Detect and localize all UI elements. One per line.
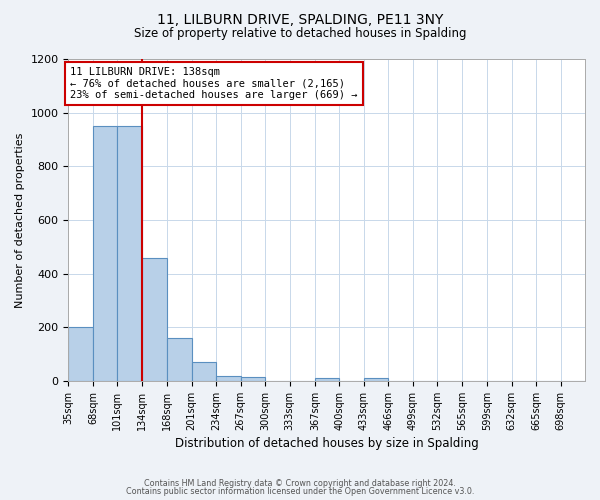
Bar (142, 258, 167, 381)
X-axis label: Distribution of detached houses by size in Spalding: Distribution of detached houses by size … (175, 437, 479, 450)
Bar (241, 377, 265, 381)
Bar (68, 328, 93, 381)
Bar (93, 126, 118, 381)
Bar (216, 376, 241, 381)
Bar (118, 126, 142, 381)
Bar (315, 378, 340, 381)
Bar (167, 338, 191, 381)
Text: 11 LILBURN DRIVE: 138sqm
← 76% of detached houses are smaller (2,165)
23% of sem: 11 LILBURN DRIVE: 138sqm ← 76% of detach… (70, 67, 358, 100)
Y-axis label: Number of detached properties: Number of detached properties (15, 132, 25, 308)
Bar (191, 362, 216, 381)
Text: Contains public sector information licensed under the Open Government Licence v3: Contains public sector information licen… (126, 487, 474, 496)
Text: Contains HM Land Registry data © Crown copyright and database right 2024.: Contains HM Land Registry data © Crown c… (144, 478, 456, 488)
Bar (364, 378, 388, 381)
Text: Size of property relative to detached houses in Spalding: Size of property relative to detached ho… (134, 28, 466, 40)
Text: 11, LILBURN DRIVE, SPALDING, PE11 3NY: 11, LILBURN DRIVE, SPALDING, PE11 3NY (157, 12, 443, 26)
